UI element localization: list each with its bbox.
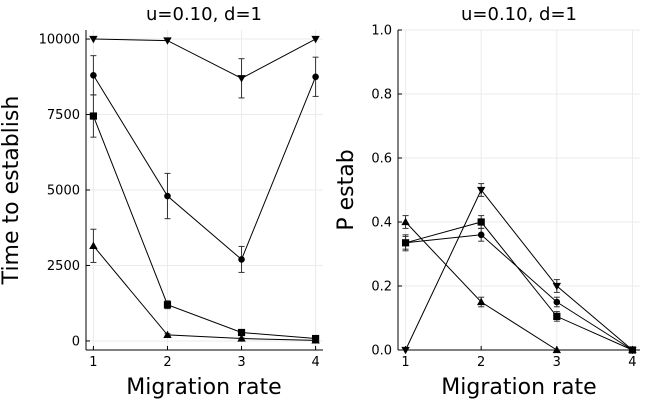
right-x-tick-label: 2	[477, 355, 485, 370]
right-data-point-square	[477, 218, 485, 226]
left-data-point-triangle-up	[89, 241, 98, 249]
right-data-point-circle	[477, 231, 485, 239]
left-y-tick-label: 0	[72, 334, 80, 349]
left-data-point-square	[163, 301, 172, 309]
right-y-tick-label: 0.8	[371, 88, 392, 103]
right-y-tick-label: 1.0	[371, 24, 392, 39]
left-series-line-triangle-up	[93, 245, 316, 341]
right-series-line-circle	[405, 234, 633, 351]
right-y-tick-label: 0.0	[371, 344, 392, 359]
left-data-point-square	[89, 112, 98, 120]
left-data-point-triangle-up	[163, 330, 172, 339]
right-x-tick-label: 4	[628, 355, 636, 370]
left-y-tick-label: 10000	[39, 33, 80, 48]
left-data-point-triangle-down	[237, 75, 246, 83]
left-data-point-triangle-down	[89, 35, 98, 44]
right-x-axis-label: Migration rate	[441, 375, 596, 400]
right-data-point-triangle-up	[552, 345, 562, 354]
right-data-point-triangle-down	[552, 282, 562, 291]
left-x-tick-label: 2	[163, 355, 171, 370]
left-data-point-triangle-up	[311, 336, 320, 344]
left-y-tick-label: 5000	[47, 184, 80, 199]
right-series-line-square	[405, 221, 633, 351]
left-y-tick-label: 7500	[47, 108, 80, 123]
left-x-tick-label: 4	[311, 355, 319, 370]
left-data-point-circle	[90, 71, 97, 79]
right-chart-plot: 1 2 3 4 0.0 0.2 0.4 0.6 0.8 1.0	[371, 24, 640, 370]
right-y-axis-label: P estab	[334, 149, 359, 230]
right-data-point-triangle-down	[476, 186, 486, 195]
left-chart-plot: 1 2 3 4 0 2500 5000 7500 10000	[39, 30, 323, 370]
right-x-tick-label: 1	[401, 355, 409, 370]
left-data-point-square	[237, 328, 246, 337]
right-series-line-triangle-down	[405, 189, 633, 351]
right-data-point-triangle-up	[401, 217, 410, 226]
right-data-point-square	[401, 239, 410, 247]
right-y-tick-label: 0.6	[371, 152, 392, 167]
left-x-tick-label: 1	[89, 355, 97, 370]
left-data-point-triangle-up	[237, 334, 246, 342]
right-data-point-circle	[553, 298, 561, 306]
left-series-line-square	[92, 115, 316, 340]
left-x-tick-label: 3	[237, 355, 245, 370]
left-data-point-circle	[164, 192, 171, 200]
left-series-line-triangle-down	[93, 38, 316, 79]
right-data-point-square	[553, 312, 561, 320]
right-data-point-triangle-up	[476, 297, 486, 306]
right-chart-title: u=0.10, d=1	[461, 4, 577, 25]
left-chart-title: u=0.10, d=1	[146, 4, 262, 25]
right-data-point-triangle-down	[401, 346, 410, 355]
right-series-line-triangle-up	[405, 221, 633, 351]
right-y-tick-label: 0.4	[371, 216, 392, 231]
right-x-tick-label: 3	[553, 355, 561, 370]
left-data-point-circle	[238, 256, 245, 263]
left-y-tick-label: 2500	[47, 259, 80, 274]
right-y-tick-label: 0.2	[371, 280, 392, 295]
left-x-axis-label: Migration rate	[126, 375, 281, 400]
left-data-point-triangle-down	[311, 35, 320, 44]
right-data-point-triangle-up	[628, 345, 637, 354]
left-y-axis-label: Time to establish	[0, 96, 24, 286]
left-data-point-triangle-down	[163, 37, 172, 45]
left-data-point-circle	[312, 73, 319, 81]
left-series-line-circle	[92, 75, 317, 261]
